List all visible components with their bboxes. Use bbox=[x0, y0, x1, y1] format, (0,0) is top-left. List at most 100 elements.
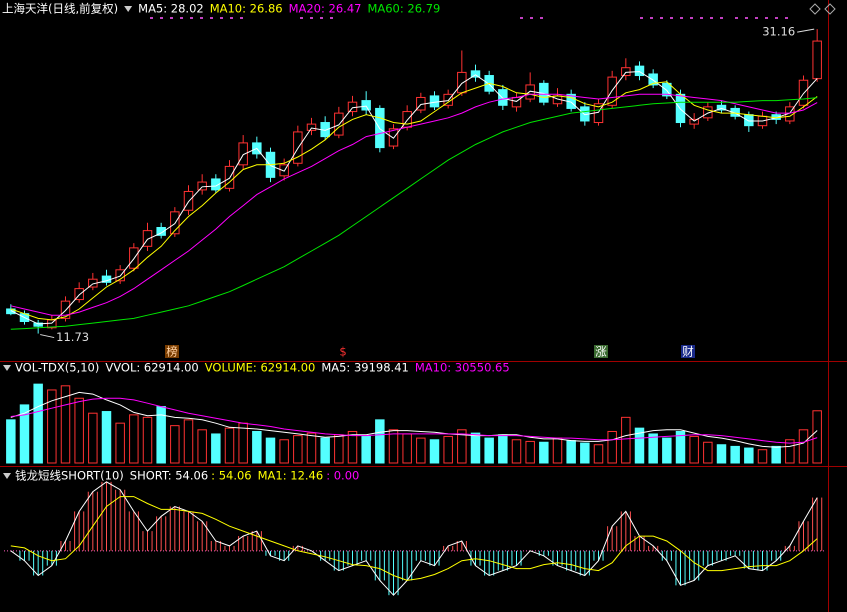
panel-title: 钱龙短线SHORT(10) bbox=[15, 469, 124, 483]
candle-body bbox=[498, 89, 508, 106]
info-dot bbox=[660, 17, 663, 19]
max-label: 31.16 bbox=[762, 25, 795, 39]
info-dot bbox=[530, 17, 533, 19]
info-dot bbox=[330, 17, 333, 19]
volume-bar bbox=[566, 440, 576, 464]
volume-bar bbox=[60, 385, 71, 464]
volume-bar bbox=[101, 411, 112, 464]
panel-title: 上海天洋(日线,前复权) bbox=[2, 2, 118, 16]
volume-bar bbox=[361, 435, 371, 464]
legend-entry: MA20: 26.47 bbox=[289, 2, 362, 16]
legend-entry: MA60: 26.79 bbox=[367, 2, 440, 16]
volume-bar bbox=[375, 419, 385, 464]
volume-bar bbox=[757, 449, 768, 464]
info-dot bbox=[220, 17, 223, 19]
candle-body bbox=[115, 269, 125, 282]
event-marker-box[interactable] bbox=[336, 345, 350, 358]
event-marker[interactable]: 财 bbox=[682, 345, 694, 359]
legend-entry: MA10: 26.86 bbox=[210, 2, 283, 16]
volume-bar bbox=[279, 439, 289, 464]
menu-icon[interactable] bbox=[3, 473, 11, 479]
candle-body bbox=[211, 178, 221, 191]
volume-bar bbox=[525, 440, 535, 464]
info-dot bbox=[150, 17, 153, 19]
info-dot bbox=[650, 17, 653, 19]
candle-body bbox=[648, 73, 658, 86]
info-dot bbox=[670, 17, 673, 19]
volume-bar bbox=[224, 427, 235, 464]
legend-entry: MA1: 12.46 bbox=[258, 469, 324, 483]
volume-bar bbox=[552, 437, 563, 464]
volume-bar bbox=[771, 445, 781, 464]
info-dot bbox=[720, 17, 723, 19]
volume-bar bbox=[703, 441, 713, 464]
volume-bar bbox=[402, 433, 412, 464]
info-dot bbox=[180, 17, 183, 19]
info-dot bbox=[540, 17, 543, 19]
candle-body bbox=[634, 65, 645, 77]
candle-body bbox=[33, 322, 43, 327]
event-marker[interactable]: $ bbox=[339, 345, 346, 359]
info-dot bbox=[680, 17, 683, 19]
volume-bar bbox=[621, 416, 631, 464]
indicator-line bbox=[10, 481, 818, 596]
legend-entry: MA5: 39198.41 bbox=[321, 361, 409, 375]
indicator-line bbox=[10, 496, 818, 581]
info-dot bbox=[765, 17, 768, 19]
info-dot bbox=[170, 17, 173, 19]
info-dot bbox=[775, 17, 778, 19]
volume-bar bbox=[785, 439, 795, 464]
volume-bar bbox=[252, 430, 262, 464]
volume-bar bbox=[347, 430, 358, 464]
legend-entry: MA10: 30550.65 bbox=[415, 361, 510, 375]
info-dot bbox=[200, 17, 203, 19]
info-dot bbox=[190, 17, 193, 19]
volume-bar bbox=[443, 435, 453, 464]
legend-entry: MA5: 28.02 bbox=[138, 2, 204, 16]
indicator-line bbox=[10, 97, 818, 330]
event-marker[interactable]: 涨 bbox=[595, 345, 607, 359]
volume-bar bbox=[607, 430, 617, 464]
volume-bar bbox=[265, 437, 276, 464]
info-dot bbox=[210, 17, 213, 19]
volume-bar bbox=[183, 419, 194, 464]
candle-body bbox=[716, 104, 727, 111]
info-dot bbox=[755, 17, 758, 19]
menu-icon[interactable] bbox=[3, 365, 11, 371]
volume-bar bbox=[593, 444, 604, 464]
volume-bar bbox=[689, 435, 699, 464]
candle-body bbox=[744, 114, 754, 127]
panel-subtitle: VVOL: 62914.00 bbox=[105, 361, 198, 375]
volume-bar bbox=[798, 429, 809, 464]
info-dot bbox=[785, 17, 788, 19]
candle-body bbox=[74, 288, 84, 301]
candle-body bbox=[689, 118, 699, 125]
info-dot bbox=[230, 17, 233, 19]
candle-body bbox=[730, 107, 740, 117]
zoom-icon[interactable] bbox=[824, 3, 836, 15]
indicator-line bbox=[10, 93, 818, 316]
volume-bar bbox=[744, 447, 754, 464]
volume-bar bbox=[19, 404, 30, 464]
info-dot bbox=[160, 17, 163, 19]
volume-bar bbox=[457, 429, 467, 464]
event-marker-box[interactable] bbox=[681, 345, 695, 358]
zoom-icon[interactable] bbox=[809, 3, 821, 15]
volume-bar bbox=[716, 444, 727, 464]
indicator-line bbox=[10, 391, 818, 448]
volume-bar bbox=[634, 427, 645, 464]
volume-bar bbox=[238, 422, 248, 464]
event-marker-box[interactable] bbox=[165, 345, 179, 358]
volume-bar bbox=[170, 425, 180, 464]
volume-bar bbox=[129, 414, 139, 464]
candle-body bbox=[306, 123, 317, 131]
min-arrow bbox=[40, 334, 55, 339]
menu-icon[interactable] bbox=[124, 6, 133, 12]
volume-bar bbox=[306, 432, 317, 464]
event-marker[interactable]: 榜 bbox=[166, 345, 178, 359]
event-marker-box[interactable] bbox=[594, 345, 608, 358]
volume-bar bbox=[320, 437, 330, 464]
